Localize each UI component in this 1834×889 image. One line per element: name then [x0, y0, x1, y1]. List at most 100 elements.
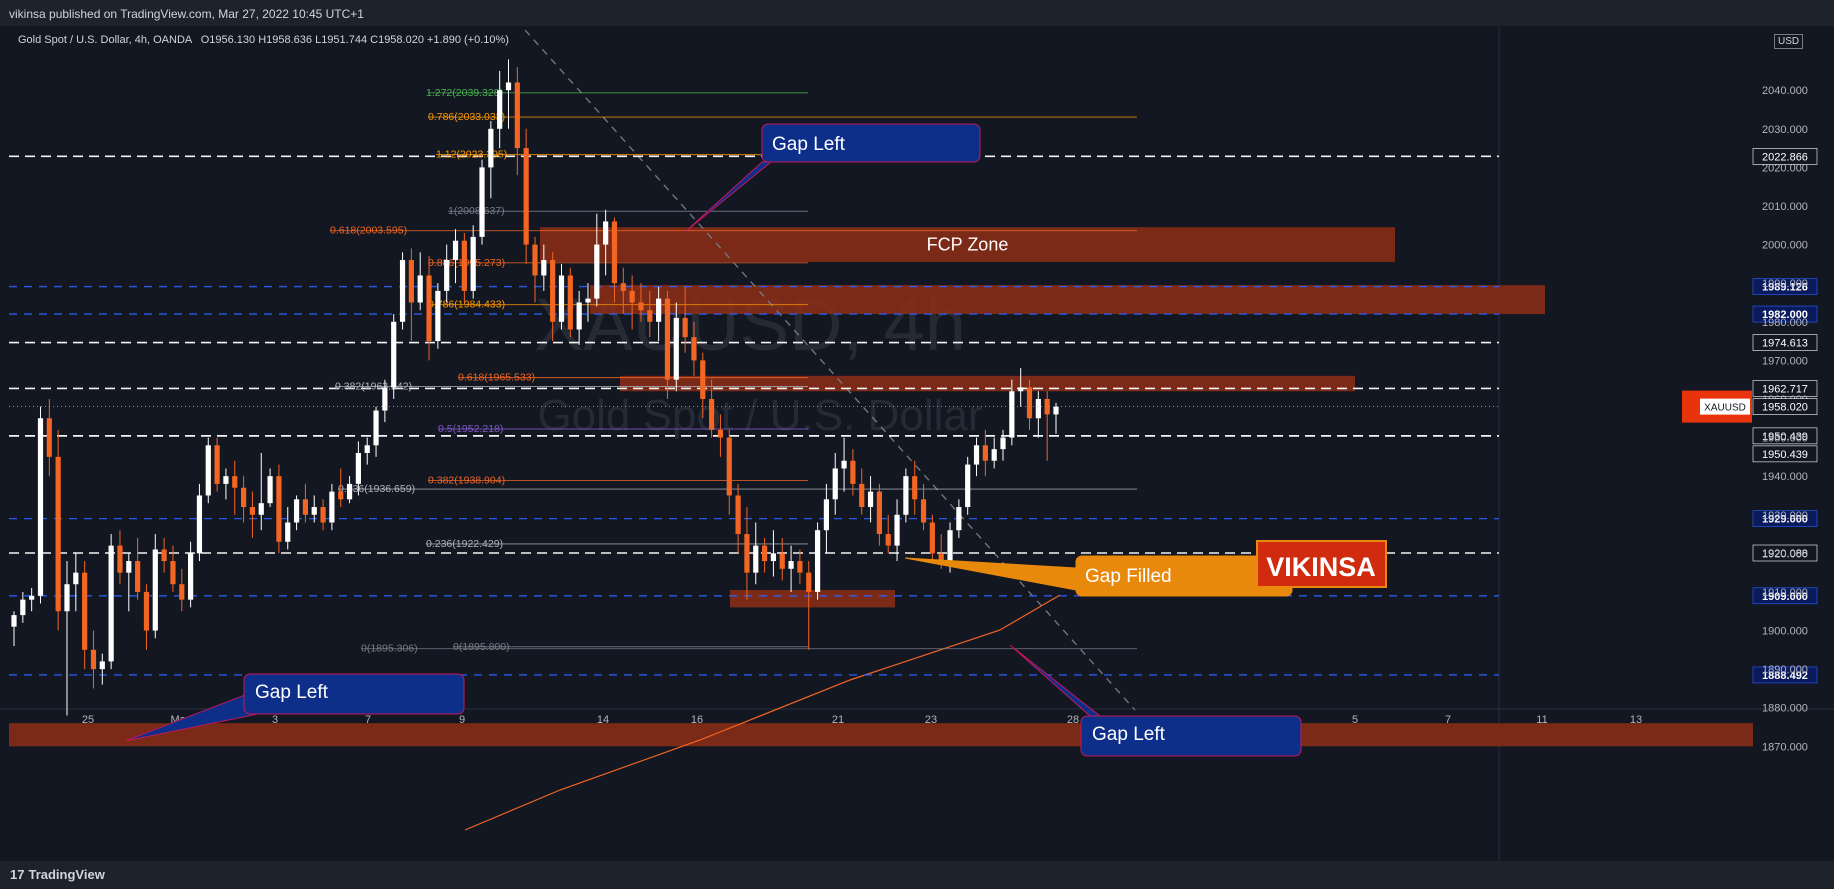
time-tick: 7: [365, 714, 371, 726]
time-tick: 13: [1630, 714, 1642, 726]
candle-body: [364, 445, 370, 454]
level-label: 1974.613: [1762, 338, 1808, 350]
callout-box: [761, 123, 981, 163]
level-label: 1929.000: [1762, 514, 1808, 526]
candle-body: [885, 534, 891, 546]
time-tick: 3: [272, 714, 278, 726]
candle-body: [558, 275, 565, 322]
candle-body: [37, 418, 44, 596]
tradingview-logo-text: TradingView: [28, 867, 105, 882]
fib-label: 0(1895.800): [453, 641, 510, 653]
time-tick: 16: [691, 714, 703, 726]
candle-body: [603, 221, 609, 245]
fib-label: 0.618(1965.533): [458, 372, 535, 384]
candle-body: [320, 507, 326, 523]
level-label: 1950.439: [1762, 449, 1808, 461]
tv-icon: 17: [10, 867, 25, 882]
price-tick: 1990.000: [1762, 278, 1808, 290]
callout-text: Gap Left: [772, 134, 846, 155]
candle-body: [611, 221, 618, 284]
zone-rect: [9, 723, 1753, 747]
candle-body: [779, 553, 785, 569]
candle-body: [399, 260, 406, 322]
candle-body: [426, 275, 432, 342]
candle-body: [973, 445, 980, 465]
price-tick: 1870.000: [1762, 741, 1808, 753]
candle-body: [797, 561, 803, 573]
candle-body: [656, 298, 662, 322]
candle-body: [497, 90, 503, 129]
candle-body: [170, 561, 176, 585]
candle-body: [806, 572, 812, 592]
candle-body: [196, 495, 203, 554]
candle-body: [346, 483, 353, 500]
level-label: 1950.439: [1762, 431, 1808, 443]
level-label: 1982.000: [1762, 309, 1808, 321]
candle-body: [55, 456, 61, 612]
tradingview-logo[interactable]: 17 TradingView: [10, 867, 105, 882]
fib-label: 0.382(1963.242): [335, 380, 412, 392]
price-tick: 2040.000: [1762, 85, 1808, 97]
level-label: 2022.866: [1762, 151, 1808, 163]
time-tick: 14: [597, 714, 609, 726]
candle-body: [550, 260, 556, 322]
candle-body: [249, 507, 256, 515]
price-tick: 1950.000: [1762, 433, 1808, 445]
candle-body: [938, 553, 944, 562]
candle-body: [73, 572, 79, 585]
candle-body: [311, 507, 317, 515]
candle-body: [859, 483, 865, 508]
candle-body: [541, 260, 547, 276]
fib-label: 0.236(1936.659): [338, 483, 415, 495]
currency-label[interactable]: USD: [1774, 34, 1804, 49]
time-tick: 9: [459, 714, 465, 726]
candle-body: [20, 599, 26, 616]
candle-body: [11, 615, 17, 627]
chart-area[interactable]: XAUUSD, 4h Gold Spot / U.S. Dollar FCP Zon…: [0, 26, 1834, 861]
candle-body: [903, 476, 909, 515]
candle-body: [285, 522, 291, 542]
candle-body: [709, 398, 715, 430]
candle-body: [126, 561, 132, 573]
level-label-box: [1752, 445, 1818, 463]
candle-body: [108, 545, 114, 662]
last-price-symbol-box: [1700, 398, 1750, 415]
candle-body: [814, 530, 821, 592]
candle-body: [408, 260, 414, 303]
candle-body: [302, 499, 309, 515]
candle-body: [735, 495, 741, 535]
candle-body: [135, 561, 141, 592]
price-tick: 1880.000: [1762, 703, 1808, 715]
fib-label: 0.382(1938.904): [428, 474, 505, 486]
candle-body: [479, 167, 485, 237]
candle-body: [205, 445, 211, 496]
candle-body: [117, 545, 123, 573]
zone-rect: [730, 590, 895, 608]
price-tick: 2020.000: [1762, 162, 1808, 174]
footer-bar: 17 TradingView: [0, 861, 1834, 889]
candle-body: [488, 128, 494, 168]
candle-body: [293, 499, 300, 523]
candle-body: [682, 317, 688, 338]
candle-body: [629, 290, 635, 303]
level-label: 1962.717: [1762, 383, 1808, 395]
candle-body: [823, 499, 830, 531]
level-label-box: [1752, 278, 1818, 295]
zone-rect: [620, 375, 1355, 392]
candle-body: [753, 545, 759, 573]
zone-rect: [590, 285, 1545, 315]
candle-body: [647, 310, 653, 322]
candle-body: [532, 244, 538, 276]
candle-body: [691, 337, 697, 361]
candle-body: [470, 236, 476, 291]
candle-body: [1035, 398, 1041, 419]
callout-text: Gap Filled: [1085, 566, 1172, 587]
candle-body: [947, 530, 953, 562]
candle-body: [876, 491, 882, 535]
candle-body: [620, 283, 626, 291]
price-tick: 1910.000: [1762, 587, 1808, 599]
candle-body: [576, 302, 582, 330]
published-text: vikinsa published on TradingView.com, Ma…: [9, 7, 364, 21]
level-label-box: [1752, 305, 1818, 323]
